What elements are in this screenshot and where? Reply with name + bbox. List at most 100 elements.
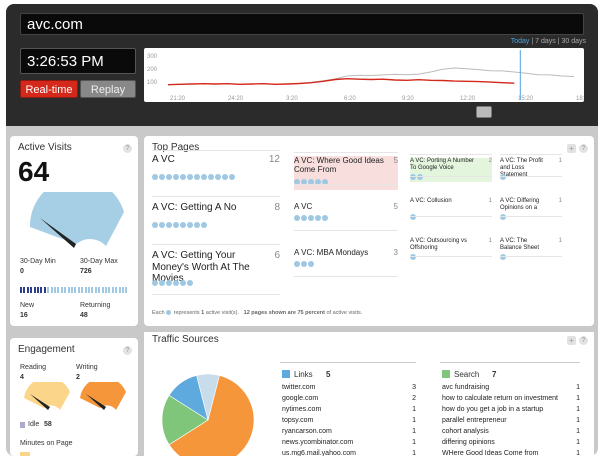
replay-button[interactable]: Replay bbox=[80, 80, 136, 98]
top-page-item[interactable]: A VC: The Profit and Loss Statement 1 bbox=[500, 158, 562, 182]
visit-segment bbox=[20, 287, 22, 293]
visit-dots bbox=[410, 174, 424, 182]
search-term-row[interactable]: WHere Good Ideas Come from 1 bbox=[442, 450, 580, 456]
visit-segment bbox=[77, 287, 80, 293]
visit-dot-icon bbox=[410, 254, 416, 260]
pie-slice-search[interactable] bbox=[168, 375, 255, 456]
writing-gauge-arc bbox=[80, 382, 126, 410]
row-divider bbox=[410, 216, 492, 217]
help-icon[interactable]: ? bbox=[579, 144, 588, 153]
top-page-item[interactable]: A VC: Getting A No 8 bbox=[152, 202, 280, 250]
new-returning-bar bbox=[20, 287, 130, 293]
visit-segment bbox=[101, 287, 104, 293]
visit-dot-icon bbox=[166, 222, 172, 228]
add-icon[interactable]: + bbox=[567, 144, 576, 153]
top-page-title: A VC: Porting A Number To Google Voice bbox=[410, 158, 475, 171]
minutes-bar bbox=[20, 452, 30, 456]
top-page-title: A VC: Getting Your Money's Worth At The … bbox=[152, 250, 250, 284]
top-page-item[interactable]: A VC: Porting A Number To Google Voice 2 bbox=[410, 158, 492, 182]
top-pages-panel: Top Pages + ? A VC 12 A VC: Getting A No 8 A… bbox=[144, 136, 594, 326]
search-term-row[interactable]: parallel entrepreneur 1 bbox=[442, 417, 580, 424]
referrer-name: news.ycombinator.com bbox=[282, 439, 354, 446]
visit-dot-icon bbox=[301, 215, 307, 221]
visit-dot-icon bbox=[222, 174, 228, 180]
referrer-row[interactable]: news.ycombinator.com 1 bbox=[282, 439, 416, 446]
reading-gauge-arc bbox=[24, 382, 70, 410]
search-term: cohort analysis bbox=[442, 428, 489, 435]
row-divider bbox=[294, 152, 398, 153]
x-tick-label: 21:20 bbox=[170, 96, 186, 102]
row-divider bbox=[500, 176, 562, 177]
visit-segment bbox=[47, 287, 50, 293]
max-value: 726 bbox=[80, 268, 92, 275]
top-page-item[interactable]: A VC: Getting Your Money's Worth At The … bbox=[152, 250, 280, 300]
writing-gauge-needle bbox=[86, 394, 106, 410]
range-today-link[interactable]: Today bbox=[510, 38, 530, 45]
top-page-item[interactable]: A VC: Collusion 1 bbox=[410, 198, 492, 222]
top-page-item[interactable]: A VC: Differing Opinions on a 1 bbox=[500, 198, 562, 222]
timeline-scrubber-handle[interactable] bbox=[476, 106, 492, 118]
visit-dot-icon bbox=[180, 280, 186, 286]
help-icon[interactable]: ? bbox=[123, 346, 132, 355]
reading-gauge-needle bbox=[30, 394, 50, 410]
visit-segment bbox=[122, 287, 124, 293]
source-count: 1 bbox=[576, 417, 580, 424]
visit-segment bbox=[33, 287, 36, 293]
visit-segment bbox=[50, 287, 53, 293]
top-page-item[interactable]: A VC: The Balance Sheet 1 bbox=[500, 238, 562, 262]
top-page-count: 1 bbox=[558, 158, 562, 164]
search-term-row[interactable]: differing opinions 1 bbox=[442, 439, 580, 446]
range-7days-link[interactable]: 7 days bbox=[535, 38, 556, 45]
top-page-count: 3 bbox=[393, 248, 398, 257]
help-icon[interactable]: ? bbox=[123, 144, 132, 153]
search-term: avc fundraising bbox=[442, 384, 490, 391]
clock-display: 3:26:53 PM bbox=[20, 48, 136, 74]
add-icon[interactable]: + bbox=[567, 336, 576, 345]
search-term-row[interactable]: avc fundraising 1 bbox=[442, 384, 580, 391]
active-visits-count: 64 bbox=[18, 156, 50, 187]
search-term-row[interactable]: how to calculate return on investment 1 bbox=[442, 395, 580, 402]
referrer-row[interactable]: topsy.com 1 bbox=[282, 417, 416, 424]
visits-timeline-graph: 300 200 100 21:20 24:20 3:20 6:20 9:20 12:20 1… bbox=[144, 48, 584, 102]
top-page-item[interactable]: A VC: MBA Mondays 3 bbox=[294, 248, 398, 282]
links-value: 5 bbox=[326, 370, 331, 379]
top-page-title: A VC: MBA Mondays bbox=[294, 248, 369, 257]
pie-slice-links[interactable] bbox=[161, 394, 209, 446]
top-page-item[interactable]: A VC 12 bbox=[152, 154, 280, 202]
pie-slice-other[interactable] bbox=[196, 373, 220, 421]
top-page-item[interactable]: A VC 5 bbox=[294, 202, 398, 236]
header-bar: avc.com Today | 7 days | 30 days 3:26:53… bbox=[6, 4, 598, 126]
referrer-name: nytimes.com bbox=[282, 406, 322, 413]
help-icon[interactable]: ? bbox=[579, 336, 588, 345]
visit-segment bbox=[57, 287, 60, 293]
referrer-row[interactable]: twitter.com 3 bbox=[282, 384, 416, 391]
search-term: WHere Good Ideas Come from bbox=[442, 450, 539, 456]
active-visits-panel: Active Visits ? 64 30-Day Min 0 30-Day M… bbox=[10, 136, 138, 326]
visit-segment bbox=[105, 287, 107, 293]
visit-dots bbox=[294, 178, 329, 187]
referrer-row[interactable]: google.com 2 bbox=[282, 395, 416, 402]
visit-segment bbox=[71, 287, 73, 293]
visit-dot-icon bbox=[194, 222, 200, 228]
search-term-row[interactable]: how do you get a job in a startup 1 bbox=[442, 406, 580, 413]
top-page-title: A VC: Outsourcing vs Offshoring bbox=[410, 238, 468, 251]
top-page-item[interactable]: A VC: Outsourcing vs Offshoring 1 bbox=[410, 238, 492, 262]
visit-dot-icon bbox=[500, 174, 506, 180]
search-term-row[interactable]: cohort analysis 1 bbox=[442, 428, 580, 435]
referrer-row[interactable]: us.mg6.mail.yahoo.com 1 bbox=[282, 450, 416, 456]
visit-dots bbox=[500, 174, 507, 182]
returning-label: Returning bbox=[80, 302, 111, 309]
row-divider bbox=[410, 176, 492, 177]
returning-value: 48 bbox=[80, 312, 88, 319]
range-30days-link[interactable]: 30 days bbox=[561, 38, 586, 45]
visit-dot-icon bbox=[201, 222, 207, 228]
referrer-row[interactable]: nytimes.com 1 bbox=[282, 406, 416, 413]
visit-dot-icon bbox=[215, 174, 221, 180]
visit-segment bbox=[54, 287, 56, 293]
realtime-button[interactable]: Real-time bbox=[20, 80, 78, 98]
top-pages-footer: Each represents 1 active visit(s). 12 pa… bbox=[152, 310, 362, 316]
referrer-name: us.mg6.mail.yahoo.com bbox=[282, 450, 356, 456]
referrer-row[interactable]: ryancarson.com 1 bbox=[282, 428, 416, 435]
top-page-count: 1 bbox=[558, 238, 562, 244]
visit-segment bbox=[108, 287, 111, 293]
